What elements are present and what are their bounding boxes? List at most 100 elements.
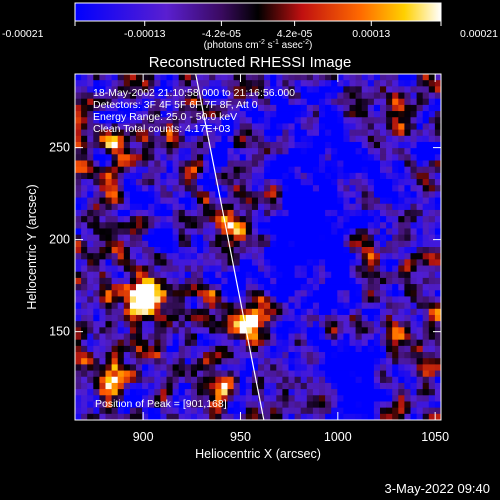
heatmap-cell — [129, 314, 137, 322]
heatmap-cell — [434, 80, 441, 87]
heatmap-cell — [325, 197, 332, 205]
heatmap-cell — [398, 382, 405, 390]
heatmap-cell — [428, 277, 436, 285]
heatmap-cell — [251, 92, 259, 100]
heatmap-cell — [306, 333, 314, 341]
heatmap-cell — [361, 364, 369, 371]
heatmap-cell — [428, 376, 436, 384]
heatmap-cell — [172, 290, 180, 297]
heatmap-cell — [355, 148, 363, 155]
heatmap-cell — [190, 277, 198, 285]
heatmap-cell — [337, 179, 344, 186]
heatmap-cell — [337, 123, 344, 131]
heatmap-cell — [154, 98, 161, 106]
heatmap-cell — [81, 117, 88, 124]
heatmap-cell — [355, 290, 363, 297]
heatmap-cell — [306, 104, 314, 112]
heatmap-cell — [404, 314, 411, 322]
heatmap-cell — [239, 321, 247, 328]
heatmap-cell — [264, 179, 271, 186]
heatmap-cell — [178, 407, 186, 415]
heatmap-cell — [294, 352, 302, 359]
heatmap-cell — [319, 407, 326, 415]
heatmap-cell — [380, 370, 387, 378]
heatmap-cell — [251, 80, 259, 87]
heatmap-cell — [99, 166, 106, 174]
heatmap-cell — [349, 308, 356, 316]
heatmap-cell — [184, 228, 192, 236]
heatmap-cell — [404, 197, 411, 205]
heatmap-cell — [331, 302, 338, 310]
heatmap-cell — [245, 203, 253, 211]
heatmap-cell — [215, 222, 222, 229]
heatmap-cell — [343, 240, 350, 248]
heatmap-cell — [81, 74, 88, 81]
heatmap-cell — [203, 111, 210, 118]
heatmap-cell — [148, 129, 155, 137]
heatmap-cell — [239, 203, 247, 211]
heatmap-cell — [312, 370, 320, 378]
heatmap-cell — [245, 209, 253, 217]
heatmap-cell — [227, 358, 234, 365]
heatmap-cell — [160, 253, 167, 260]
heatmap-cell — [75, 339, 82, 347]
heatmap-cell — [190, 172, 198, 180]
heatmap-cell — [258, 382, 265, 390]
heatmap-cell — [373, 222, 381, 229]
heatmap-cell — [434, 321, 441, 328]
heatmap-cell — [270, 364, 277, 371]
heatmap-cell — [203, 160, 210, 168]
heatmap-cell — [239, 216, 247, 223]
heatmap-cell — [373, 172, 381, 180]
heatmap-cell — [251, 253, 259, 260]
heatmap-cell — [282, 148, 289, 155]
heatmap-cell — [190, 389, 198, 396]
heatmap-cell — [87, 160, 94, 168]
heatmap-cell — [111, 413, 119, 420]
heatmap-cell — [410, 141, 417, 149]
heatmap-cell — [221, 308, 228, 316]
heatmap-cell — [416, 141, 424, 149]
heatmap-cell — [428, 240, 436, 248]
heatmap-cell — [398, 185, 405, 192]
heatmap-cell — [361, 277, 369, 285]
heatmap-cell — [294, 234, 302, 242]
heatmap-cell — [129, 247, 137, 254]
heatmap-cell — [331, 382, 338, 390]
heatmap-cell — [312, 234, 320, 242]
heatmap-cell — [123, 333, 131, 341]
heatmap-cell — [136, 98, 143, 106]
heatmap-cell — [203, 271, 210, 279]
heatmap-cell — [373, 104, 381, 112]
heatmap-cell — [190, 407, 198, 415]
heatmap-cell — [258, 240, 265, 248]
heatmap-cell — [404, 129, 411, 137]
heatmap-cell — [166, 370, 173, 378]
heatmap-cell — [422, 401, 430, 409]
heatmap-cell — [178, 141, 186, 149]
heatmap-cell — [178, 117, 186, 124]
heatmap-cell — [123, 117, 131, 124]
heatmap-cell — [184, 74, 192, 81]
heatmap-cell — [251, 197, 259, 205]
heatmap-cell — [294, 154, 302, 161]
heatmap-cell — [129, 179, 137, 186]
heatmap-cell — [270, 172, 277, 180]
heatmap-cell — [99, 327, 106, 334]
heatmap-cell — [404, 389, 411, 396]
heatmap-cell — [87, 117, 94, 124]
heatmap-cell — [203, 166, 210, 174]
heatmap-cell — [215, 123, 222, 131]
heatmap-cell — [422, 333, 430, 341]
heatmap-cell — [373, 333, 381, 341]
heatmap-cell — [361, 296, 369, 304]
heatmap-cell — [245, 277, 253, 285]
heatmap-cell — [221, 259, 228, 266]
heatmap-cell — [190, 92, 198, 100]
heatmap-cell — [136, 160, 143, 168]
heatmap-cell — [367, 166, 375, 174]
heatmap-cell — [172, 191, 180, 198]
heatmap-cell — [282, 129, 289, 137]
heatmap-cell — [172, 271, 180, 279]
heatmap-cell — [306, 327, 314, 334]
